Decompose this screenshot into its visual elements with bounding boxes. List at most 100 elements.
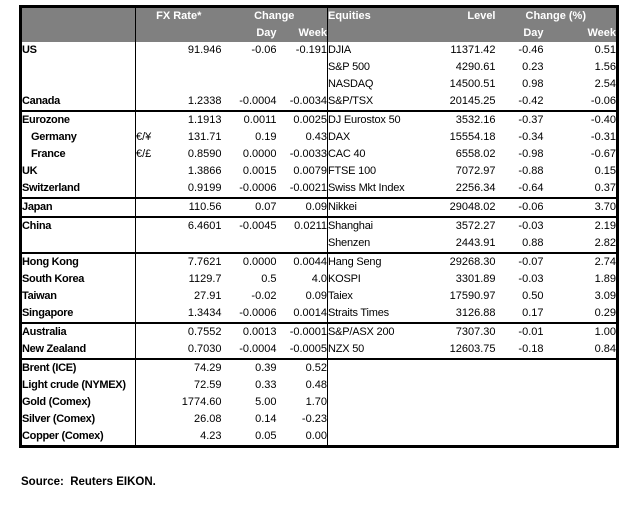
fx-day-change: 0.0013 (221, 322, 277, 341)
fx-day-change: -0.0045 (221, 216, 277, 235)
fx-pair-label (135, 252, 164, 271)
equity-label: S&P/ASX 200 (327, 322, 432, 341)
equity-label: DJ Eurostox 50 (327, 110, 432, 129)
equity-day-change (495, 358, 544, 377)
fx-rate-value: 110.56 (163, 197, 222, 217)
fx-day-change: -0.06 (251, 44, 277, 56)
fx-pair-label (136, 394, 164, 411)
equity-level: 29048.02 (431, 197, 496, 217)
header-equities: Equities (327, 6, 432, 25)
equity-label: DAX (328, 131, 351, 143)
header-blank (20, 25, 136, 42)
equity-label (327, 358, 432, 377)
equity-day-change: -0.34 (518, 131, 544, 143)
equity-label: CAC 40 (328, 148, 366, 160)
equity-week-change: 0.29 (594, 307, 616, 319)
fx-rate-value: 72.59 (193, 379, 222, 391)
equity-week-change: 0.51 (594, 44, 616, 56)
fx-week-change: -0.0033 (276, 146, 328, 163)
fx-pair-label (136, 341, 164, 359)
equity-level (432, 394, 496, 411)
equity-week-change: -0.31 (590, 131, 616, 143)
equity-label (328, 394, 432, 411)
equity-week-change: 2.54 (594, 78, 616, 90)
equity-level: 2256.34 (455, 182, 496, 194)
fx-week-change: 0.0079 (276, 163, 328, 180)
table-row: Silver (Comex) 26.08 0.14 -0.23 (20, 411, 618, 428)
fx-rate-value (164, 235, 222, 253)
header-eq-change-pct: Change (%) (495, 6, 618, 25)
equity-label: Hang Seng (327, 252, 432, 271)
fx-week-change: -0.23 (276, 411, 328, 428)
fx-rate-value: 4.23 (200, 430, 222, 442)
fx-pair-label (136, 59, 164, 76)
equity-label: KOSPI (328, 273, 361, 285)
fx-country-label: South Korea (20, 271, 136, 288)
fx-rate-value: 1.2338 (187, 95, 222, 107)
fx-pair-label (136, 271, 164, 288)
footer-notes: Source: Reuters EIKON. * FX Rate for USD… (21, 439, 621, 517)
table-header: FX Rate* Change Equities Level Change (%… (20, 6, 618, 42)
equity-level: 3126.88 (455, 307, 496, 319)
equity-day-change: 0.88 (522, 237, 544, 249)
equity-week-change: -0.40 (543, 110, 618, 129)
equity-week-change: 2.74 (543, 252, 618, 271)
fx-day-change: 0.19 (255, 131, 277, 143)
fx-country-label: Hong Kong (20, 252, 136, 271)
fx-country-label: New Zealand (20, 341, 136, 359)
fx-country-label: US (20, 42, 136, 59)
equity-label: FTSE 100 (328, 165, 376, 177)
equity-label: S&P/TSX (328, 95, 374, 107)
header-corner-blank (20, 6, 136, 25)
fx-day-change: 0.0000 (242, 148, 277, 160)
fx-rate-value: 1.1913 (163, 110, 222, 129)
fx-day-change: -0.02 (251, 290, 277, 302)
fx-country-label: Japan (20, 197, 136, 217)
equity-day-change: -0.37 (495, 110, 544, 129)
fx-country-label: Australia (20, 322, 136, 341)
fx-pair-label (136, 411, 164, 428)
fx-pair-label (136, 180, 164, 198)
fx-country-label: Copper (Comex) (20, 428, 136, 447)
fx-pair-label (136, 42, 164, 59)
header-level: Level (431, 6, 496, 25)
fx-country-label (20, 59, 136, 76)
fx-pair-label (136, 76, 164, 93)
equity-level: 7307.30 (431, 322, 496, 341)
equity-week-change: 2.82 (594, 237, 616, 249)
fx-rate-value: 0.7030 (187, 343, 222, 355)
fx-week-change: 0.00 (276, 428, 328, 447)
table-row: Canada 1.2338 -0.0004 -0.0034 S&P/TSX 20145.2… (20, 93, 618, 111)
fx-country-label: Germany (20, 129, 136, 146)
fx-rate-value: 1.3434 (187, 307, 222, 319)
equity-label: Nikkei (327, 197, 432, 217)
fx-week-change: 0.43 (276, 129, 328, 146)
equity-day-change (496, 411, 544, 428)
equity-day-change: -0.42 (518, 95, 544, 107)
fx-country-label: Brent (ICE) (20, 358, 136, 377)
fx-rate-value: 27.91 (193, 290, 222, 302)
equity-level: 11371.42 (450, 44, 496, 56)
fx-rate-value: 7.7621 (163, 252, 222, 271)
table-row: New Zealand 0.7030 -0.0004 -0.0005 NZX 50 126… (20, 341, 618, 359)
equity-day-change (496, 377, 544, 394)
fx-rate-value: 1129.7 (188, 273, 222, 285)
fx-rate-value (164, 59, 222, 76)
equity-label: Shenzen (328, 237, 371, 249)
equity-week-change (544, 411, 618, 428)
equity-level: 17590.97 (449, 290, 496, 302)
fx-rate-value: 1774.60 (181, 396, 222, 408)
fx-rate-value: 0.7552 (163, 322, 222, 341)
fx-rate-value: 91.946 (187, 44, 222, 56)
equity-label: Swiss Mkt Index (328, 182, 405, 194)
equity-day-change: -0.01 (495, 322, 544, 341)
fx-country-label: Gold (Comex) (20, 394, 136, 411)
fx-rate-value: 26.08 (193, 413, 222, 425)
equity-week-change (544, 377, 618, 394)
fx-pair-label (136, 163, 164, 180)
fx-week-change: 0.09 (276, 197, 328, 217)
fx-day-change: 0.5 (261, 273, 277, 285)
fx-week-change: -0.0005 (276, 341, 328, 359)
header-fx-day: Day (221, 25, 277, 42)
fx-day-change: 0.33 (255, 379, 277, 391)
